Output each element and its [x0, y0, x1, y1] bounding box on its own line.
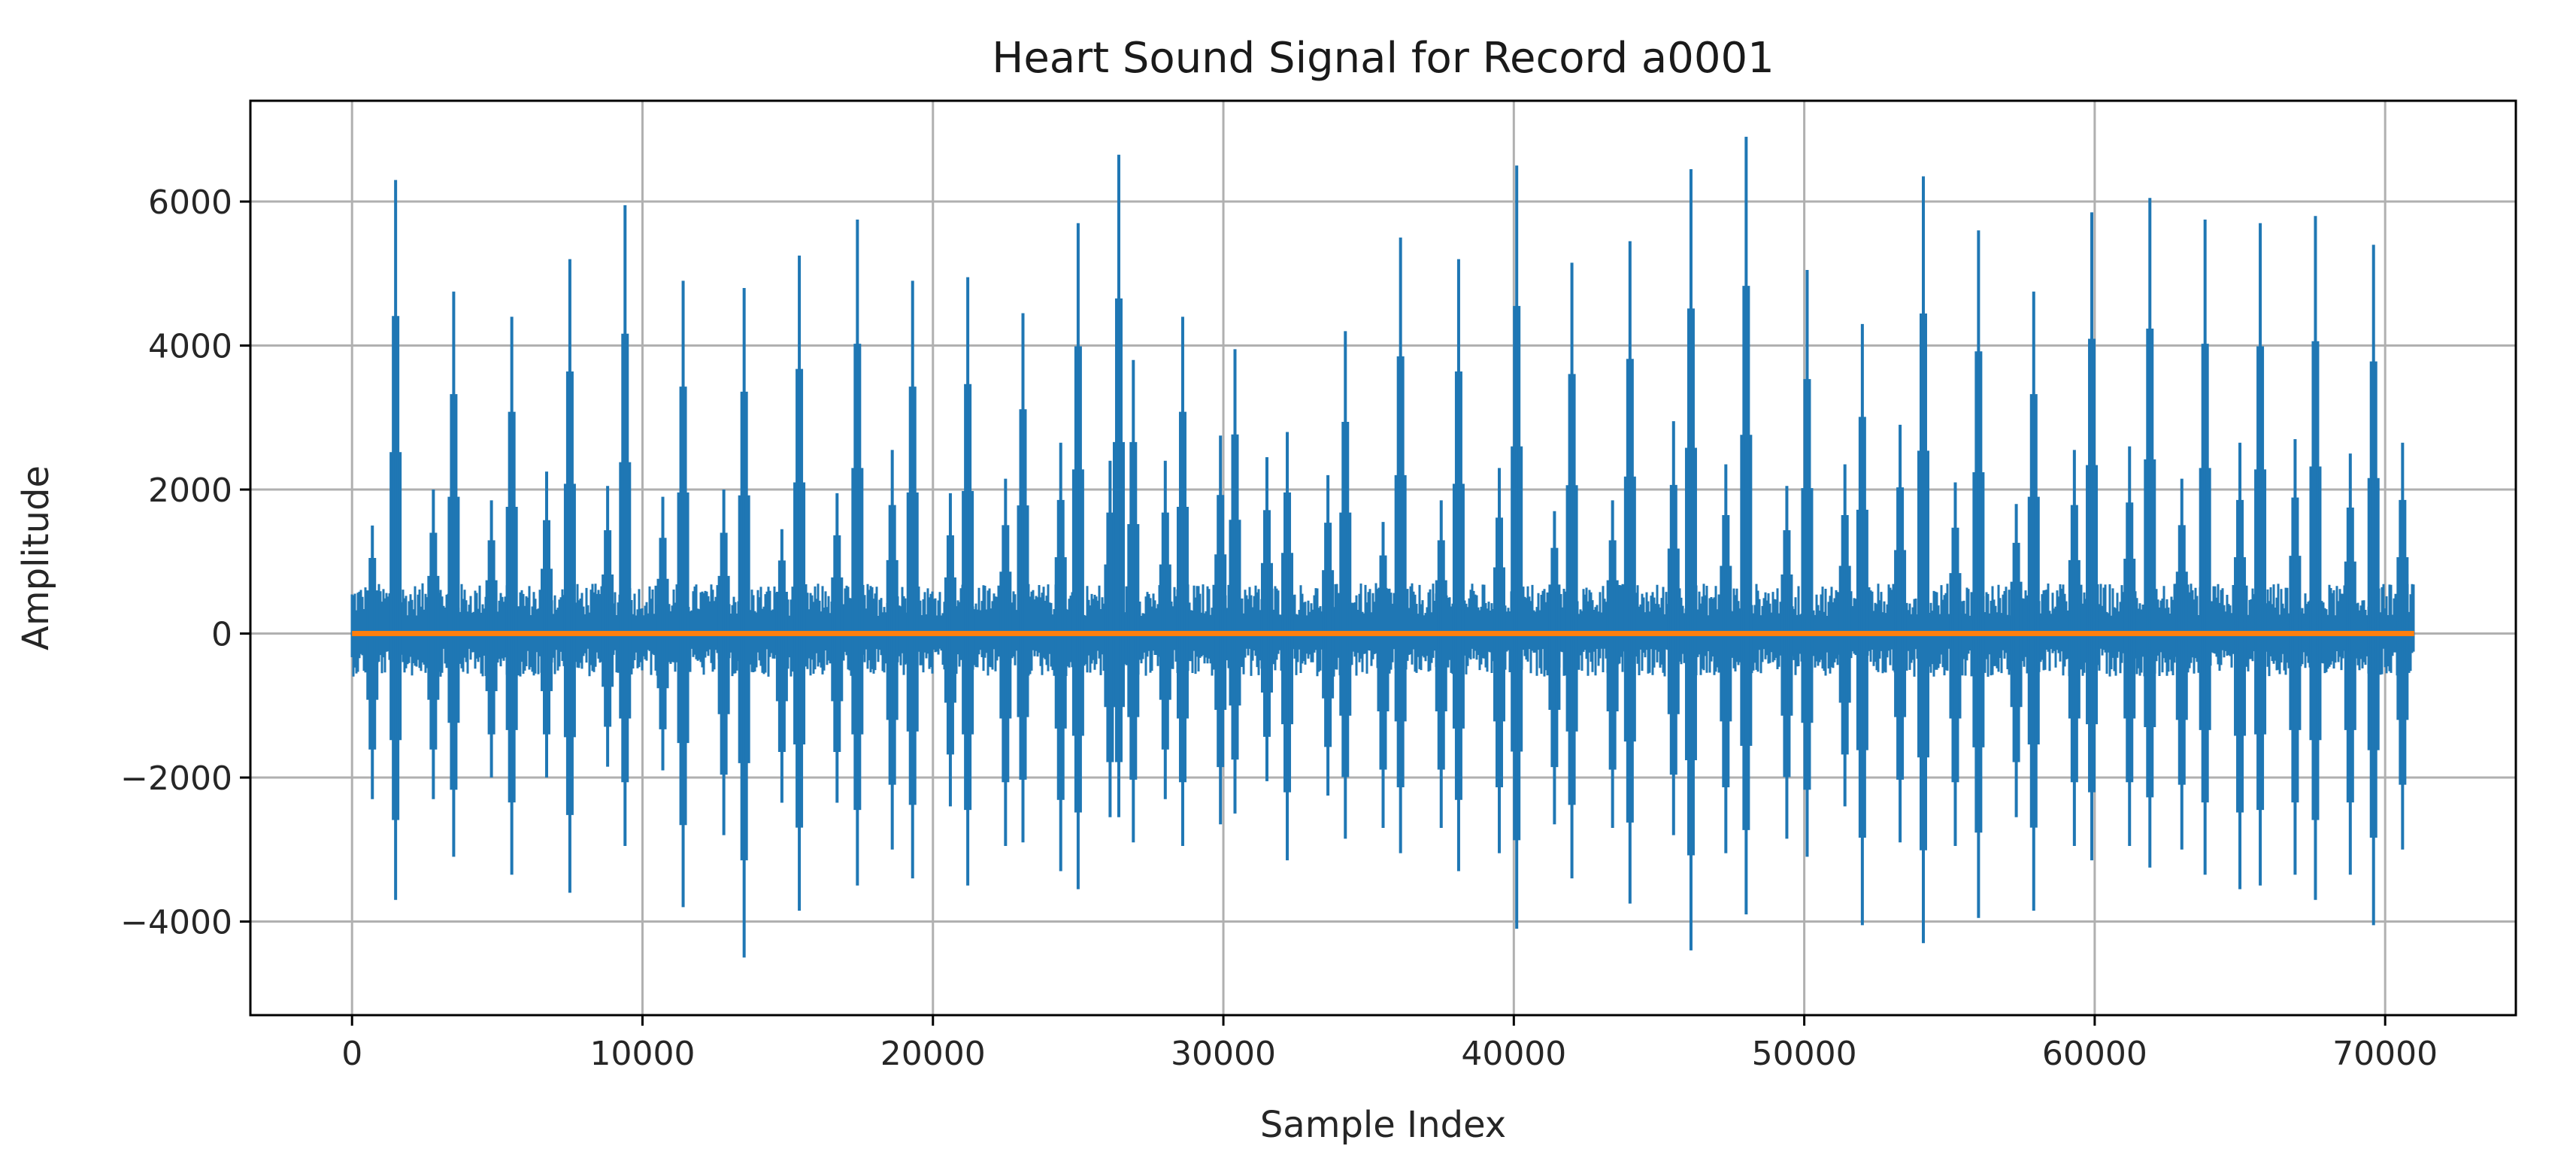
y-axis-label: Amplitude [15, 465, 57, 650]
x-tick-label: 10000 [589, 1035, 695, 1073]
ticks: 0 10000 20000 30000 40000 50000 60000 70000−400… [120, 183, 2438, 1073]
y-tick-label: 2000 [148, 471, 232, 510]
y-tick-label: 0 [211, 616, 232, 654]
x-tick-label: 60000 [2042, 1035, 2147, 1073]
y-tick-label: 4000 [148, 328, 232, 366]
x-tick-label: 0 [341, 1035, 362, 1073]
y-tick-label: −4000 [120, 904, 232, 942]
x-tick-label: 30000 [1171, 1035, 1276, 1073]
x-tick-label: 20000 [880, 1035, 986, 1073]
x-axis-label: Sample Index [1260, 1104, 1506, 1146]
chart-title: Heart Sound Signal for Record a0001 [992, 34, 1774, 83]
x-tick-label: 50000 [1752, 1035, 1857, 1073]
axes-frame [249, 99, 2517, 1017]
y-tick-label: 6000 [148, 183, 232, 222]
x-tick-label: 40000 [1461, 1035, 1566, 1073]
plot-area [350, 136, 2415, 958]
y-tick-label: −2000 [120, 759, 232, 798]
x-tick-label: 70000 [2332, 1035, 2438, 1073]
